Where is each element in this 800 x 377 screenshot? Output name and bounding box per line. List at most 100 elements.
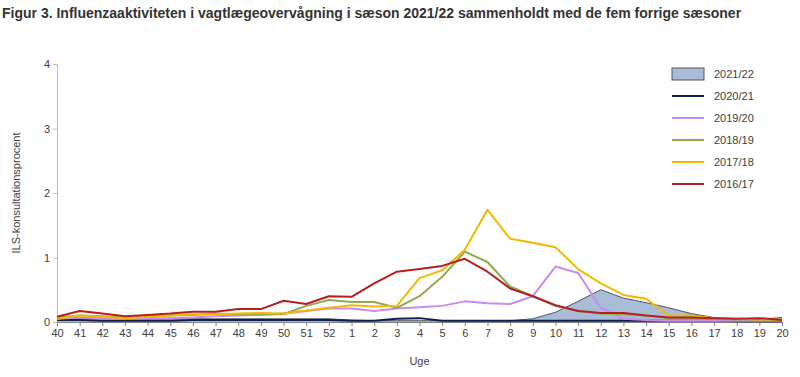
x-tick: 4 bbox=[417, 322, 423, 339]
y-tick-mark bbox=[53, 64, 57, 65]
x-tick-label: 46 bbox=[187, 327, 199, 339]
x-axis-title: Uge bbox=[409, 355, 429, 367]
x-tick-label: 50 bbox=[278, 327, 290, 339]
x-tick-label: 20 bbox=[776, 327, 788, 339]
x-tick: 46 bbox=[187, 322, 199, 339]
legend-label: 2020/21 bbox=[714, 90, 754, 102]
x-tick: 11 bbox=[573, 322, 584, 339]
x-tick: 49 bbox=[255, 322, 267, 339]
x-tick: 40 bbox=[51, 322, 63, 339]
x-tick-label: 17 bbox=[708, 327, 720, 339]
x-tick-mark bbox=[533, 322, 534, 326]
x-tick-mark bbox=[578, 322, 579, 326]
legend-label: 2019/20 bbox=[714, 112, 754, 124]
x-tick-mark bbox=[374, 322, 375, 326]
y-tick-label: 1 bbox=[44, 252, 50, 264]
legend-swatch bbox=[672, 183, 704, 185]
x-tick: 1 bbox=[349, 322, 355, 339]
x-tick: 17 bbox=[708, 322, 720, 339]
title: Figur 3. Influenzaaktiviteten i vagtlæge… bbox=[2, 5, 742, 21]
x-tick: 50 bbox=[278, 322, 290, 339]
x-tick-mark bbox=[125, 322, 126, 326]
x-tick: 12 bbox=[595, 322, 607, 339]
legend-swatch bbox=[672, 68, 704, 80]
x-tick-label: 43 bbox=[119, 327, 131, 339]
y-tick: 2 bbox=[44, 187, 57, 199]
y-axis-title: ILS-konsultationsprocent bbox=[10, 132, 22, 253]
x-tick: 15 bbox=[663, 322, 675, 339]
x-tick-label: 8 bbox=[508, 327, 514, 339]
legend-item: 2021/22 bbox=[672, 68, 754, 80]
x-tick-label: 42 bbox=[97, 327, 109, 339]
x-tick: 43 bbox=[119, 322, 131, 339]
y-axis: 0 1 2 3 4 bbox=[44, 58, 58, 328]
x-tick: 16 bbox=[686, 322, 698, 339]
x-tick-label: 51 bbox=[301, 327, 313, 339]
x-tick-label: 41 bbox=[74, 327, 86, 339]
x-tick-mark bbox=[442, 322, 443, 326]
y-tick-mark bbox=[53, 258, 57, 259]
x-tick-mark bbox=[555, 322, 556, 326]
x-tick-mark bbox=[216, 322, 217, 326]
x-tick-mark bbox=[397, 322, 398, 326]
x-tick-mark bbox=[148, 322, 149, 326]
x-tick-mark bbox=[601, 322, 602, 326]
x-tick: 45 bbox=[165, 322, 177, 339]
x-tick: 10 bbox=[550, 322, 562, 339]
x-tick-mark bbox=[261, 322, 262, 326]
x-tick-label: 48 bbox=[233, 327, 245, 339]
x-tick-mark bbox=[80, 322, 81, 326]
x-tick: 2 bbox=[372, 322, 378, 339]
legend-label: 2016/17 bbox=[714, 178, 754, 190]
x-tick-mark bbox=[193, 322, 194, 326]
x-tick: 52 bbox=[323, 322, 335, 339]
legend-item: 2017/18 bbox=[672, 156, 754, 168]
legend-swatch bbox=[672, 139, 704, 141]
y-tick: 3 bbox=[44, 123, 57, 135]
x-tick-label: 49 bbox=[255, 327, 267, 339]
x-tick: 3 bbox=[394, 322, 400, 339]
x-axis: 4041424344454647484950515212345678910111… bbox=[51, 322, 788, 339]
x-tick: 13 bbox=[618, 322, 630, 339]
x-tick: 41 bbox=[74, 322, 86, 339]
x-tick: 19 bbox=[754, 322, 766, 339]
x-tick-label: 6 bbox=[462, 327, 468, 339]
x-tick-mark bbox=[487, 322, 488, 326]
x-tick: 18 bbox=[731, 322, 743, 339]
x-tick-mark bbox=[352, 322, 353, 326]
x-tick-mark bbox=[669, 322, 670, 326]
x-tick-label: 19 bbox=[754, 327, 766, 339]
x-tick: 48 bbox=[233, 322, 245, 339]
x-tick: 20 bbox=[776, 322, 788, 339]
x-tick: 14 bbox=[640, 322, 652, 339]
x-tick-label: 13 bbox=[618, 327, 630, 339]
y-tick-label: 0 bbox=[44, 316, 50, 328]
x-tick: 42 bbox=[97, 322, 109, 339]
x-tick-mark bbox=[623, 322, 624, 326]
x-tick-mark bbox=[170, 322, 171, 326]
legend: 2021/22 2020/21 2019/20 2018/19 2017/18 2016/… bbox=[672, 68, 754, 190]
x-tick-label: 2 bbox=[372, 327, 378, 339]
y-tick-mark bbox=[53, 322, 57, 323]
x-tick-label: 14 bbox=[640, 327, 652, 339]
legend-item: 2020/21 bbox=[672, 90, 754, 102]
x-tick-mark bbox=[465, 322, 466, 326]
legend-swatch bbox=[672, 161, 704, 163]
x-tick-label: 15 bbox=[663, 327, 675, 339]
x-tick-mark bbox=[510, 322, 511, 326]
y-tick-label: 2 bbox=[44, 187, 50, 199]
legend-label: 2018/19 bbox=[714, 134, 754, 146]
y-tick-mark bbox=[53, 129, 57, 130]
x-tick-mark bbox=[759, 322, 760, 326]
line bbox=[57, 267, 782, 321]
x-tick-mark bbox=[646, 322, 647, 326]
chart: Figur 3. Influenzaaktiviteten i vagtlæge… bbox=[0, 0, 800, 377]
x-tick-label: 12 bbox=[595, 327, 607, 339]
x-tick-label: 16 bbox=[686, 327, 698, 339]
x-tick: 51 bbox=[301, 322, 313, 339]
legend-item: 2019/20 bbox=[672, 112, 754, 124]
y-tick-label: 4 bbox=[44, 58, 50, 70]
x-tick: 6 bbox=[462, 322, 468, 339]
x-tick-label: 10 bbox=[550, 327, 562, 339]
legend-label: 2021/22 bbox=[714, 68, 754, 80]
